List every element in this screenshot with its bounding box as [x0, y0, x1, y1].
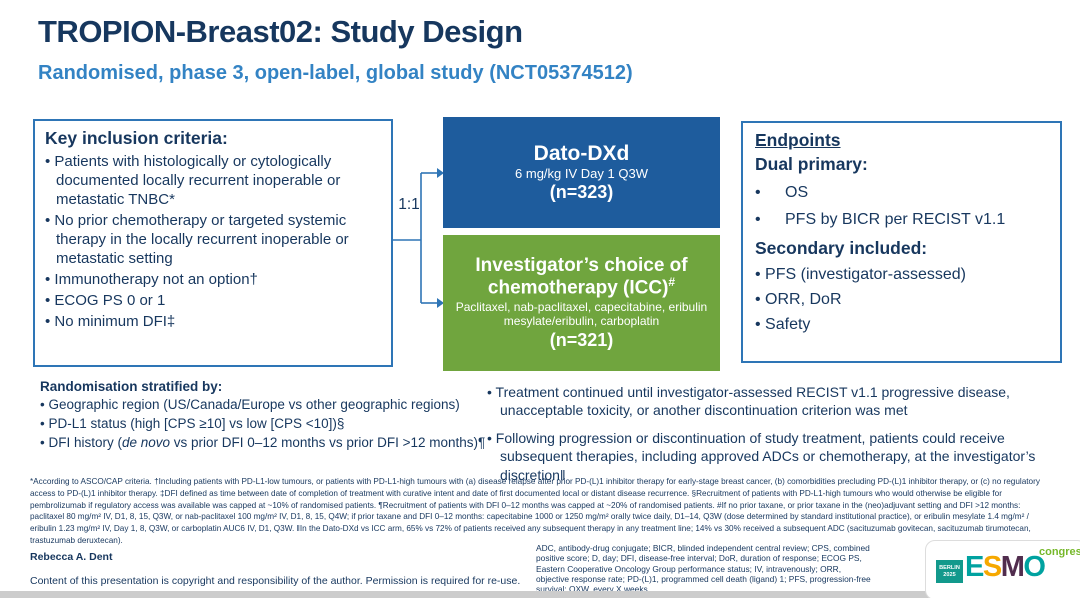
copyright-notice: Content of this presentation is copyrigh… [30, 575, 521, 587]
stratification-item: PD-L1 status (high [CPS ≥10] vs low [CPS… [40, 415, 502, 434]
page-title: TROPION-Breast02: Study Design [38, 14, 523, 49]
endpoint-item: PFS (investigator-assessed) [755, 266, 1048, 284]
esmo-letter: S [982, 551, 1002, 583]
arm-icc-name: Investigator’s choice of chemotherapy (I… [453, 255, 710, 299]
arrow-icon [437, 298, 444, 308]
inclusion-heading: Key inclusion criteria: [45, 128, 228, 148]
stratification-list: Geographic region (US/Canada/Europe vs o… [40, 396, 502, 453]
endpoint-item: Safety [755, 316, 1048, 334]
footnotes: *According to ASCO/CAP criteria. †Includ… [30, 477, 1040, 546]
arm-icc-box: Investigator’s choice of chemotherapy (I… [443, 235, 720, 371]
dfi-italic: de novo [122, 434, 171, 450]
arm-dato-n: (n=323) [549, 182, 614, 203]
secondary-label: Secondary included: [755, 238, 928, 258]
author-name: Rebecca A. Dent [30, 551, 113, 563]
inclusion-item: No prior chemotherapy or targeted system… [45, 211, 381, 268]
arm-icc-n: (n=321) [549, 330, 614, 351]
inclusion-item: Patients with histologically or cytologi… [45, 152, 381, 209]
randomisation-arrows [391, 168, 444, 308]
page-subtitle: Randomised, phase 3, open-label, global … [38, 62, 633, 84]
esmo-berlin-badge: BERLIN 2025 [936, 560, 963, 583]
endpoint-item: ORR, DoR [755, 291, 1048, 309]
inclusion-item: No minimum DFI‡ [45, 312, 381, 331]
esmo-location: BERLIN [939, 564, 960, 571]
stratification-item: Geographic region (US/Canada/Europe vs o… [40, 396, 502, 415]
dual-primary-list: OS PFS by BICR per RECIST v1.1 [755, 184, 1048, 229]
dfi-suffix: vs prior DFI 0–12 months vs prior DFI >1… [170, 434, 486, 450]
stratification-section: Randomisation stratified by: Geographic … [40, 379, 502, 453]
arrow-icon [437, 168, 444, 178]
inclusion-item: ECOG PS 0 or 1 [45, 291, 381, 310]
stratification-item: DFI history (de novo vs prior DFI 0–12 m… [40, 434, 502, 453]
arm-dato-name: Dato-DXd [533, 141, 630, 165]
endpoint-item: OS [755, 184, 1048, 202]
endpoints-box: Endpoints Dual primary: OS PFS by BICR p… [741, 121, 1062, 363]
treatment-note: Treatment continued until investigator-a… [487, 383, 1065, 420]
esmo-letter: M [1000, 551, 1025, 583]
inclusion-list: Patients with histologically or cytologi… [45, 152, 381, 331]
arm-icc-name-text: Investigator’s choice of chemotherapy (I… [475, 254, 688, 299]
endpoints-heading: Endpoints [755, 130, 841, 150]
treatment-notes: Treatment continued until investigator-a… [487, 383, 1065, 493]
arm-dato-dose: 6 mg/kg IV Day 1 Q3W [515, 166, 648, 182]
endpoint-item: PFS by BICR per RECIST v1.1 [755, 211, 1048, 229]
esmo-congress-logo: BERLIN 2025 ESMO congress [925, 540, 1080, 598]
treatment-note: Following progression or discontinuation… [487, 429, 1065, 484]
inclusion-criteria-box: Key inclusion criteria: Patients with hi… [33, 119, 393, 367]
secondary-list: PFS (investigator-assessed) ORR, DoR Saf… [755, 266, 1048, 334]
congress-label: congress [1039, 546, 1080, 558]
dual-primary-label: Dual primary: [755, 154, 868, 174]
esmo-wordmark: ESMO [965, 551, 1046, 584]
dfi-prefix: DFI history ( [48, 434, 122, 450]
esmo-year: 2025 [943, 571, 956, 578]
esmo-letter: O [1023, 551, 1046, 583]
esmo-letter: E [965, 551, 984, 583]
arm-icc-drugs: Paclitaxel, nab-paclitaxel, capecitabine… [455, 299, 708, 329]
randomisation-ratio-label: 1:1 [398, 196, 420, 213]
bottom-bar [0, 591, 1080, 598]
inclusion-item: Immunotherapy not an option† [45, 270, 381, 289]
stratification-heading: Randomisation stratified by: [40, 379, 223, 394]
arm-icc-footnote-marker: # [668, 275, 676, 290]
arm-dato-dxd-box: Dato-DXd 6 mg/kg IV Day 1 Q3W (n=323) [443, 117, 720, 228]
abbreviations: ADC, antibody-drug conjugate; BICR, blin… [536, 543, 871, 594]
